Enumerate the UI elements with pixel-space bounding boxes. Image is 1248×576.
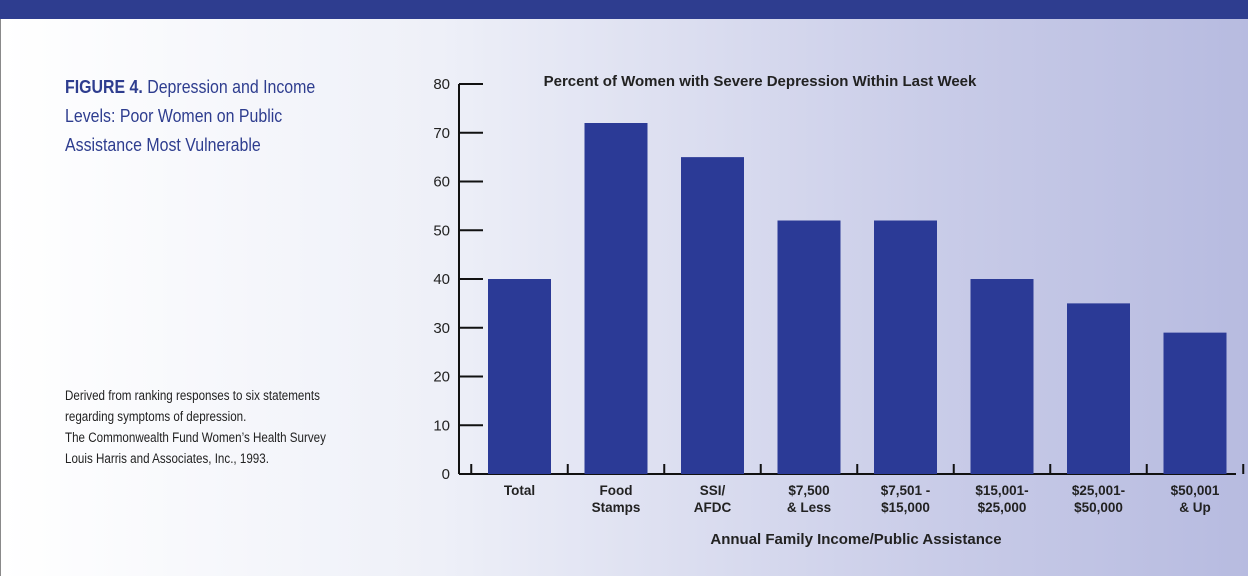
y-tick-label: 0 [442,466,450,483]
x-tick-label: Food [600,483,633,498]
y-tick-label: 70 [433,125,450,142]
x-tick-label: SSI/ [700,483,726,498]
x-tick-label: $7,501 - [881,483,931,498]
y-tick-label: 80 [433,76,450,93]
x-tick-label: $50,001 [1171,483,1220,498]
source-line: Louis Harris and Associates, Inc., 1993. [65,451,269,466]
bar [1067,303,1130,474]
header-bar [0,0,1248,19]
x-tick-label: Total [504,483,535,498]
figure-caption-text: Depression and Income Levels: Poor Women… [65,76,316,155]
y-tick-label: 40 [433,271,450,288]
bar [584,123,648,474]
x-tick-label: $25,001- [1072,483,1125,498]
figure-label: FIGURE 4. [65,76,143,97]
bar [874,220,937,474]
y-tick-label: 50 [433,222,450,239]
source-note: Derived from ranking responses to six st… [65,385,349,469]
source-line: The Commonwealth Fund Women’s Health Sur… [65,430,326,445]
x-tick-label: & Up [1179,500,1211,515]
x-tick-label: & Less [787,500,831,515]
y-tick-label: 20 [433,369,450,386]
x-axis-title: Annual Family Income/Public Assistance [710,531,1001,548]
source-line: Derived from ranking responses to six st… [65,388,320,403]
x-tick-label: $50,000 [1074,500,1123,515]
y-tick-label: 10 [433,417,450,434]
x-tick-label: $15,001- [975,483,1028,498]
bar [970,279,1034,474]
bar [777,220,841,474]
source-line: regarding symptoms of depression. [65,409,247,424]
x-tick-label: $25,000 [978,500,1027,515]
figure-caption: FIGURE 4. Depression and Income Levels: … [65,72,323,159]
x-tick-label: $15,000 [881,500,930,515]
chart-title: Percent of Women with Severe Depression … [544,73,977,90]
y-tick-label: 60 [433,174,450,191]
bar [681,157,744,474]
x-tick-label: Stamps [592,500,641,515]
y-tick-label: 30 [433,320,450,337]
x-tick-label: $7,500 [788,483,829,498]
bar [1163,332,1227,474]
x-tick-label: AFDC [694,500,732,515]
bar [488,279,551,474]
